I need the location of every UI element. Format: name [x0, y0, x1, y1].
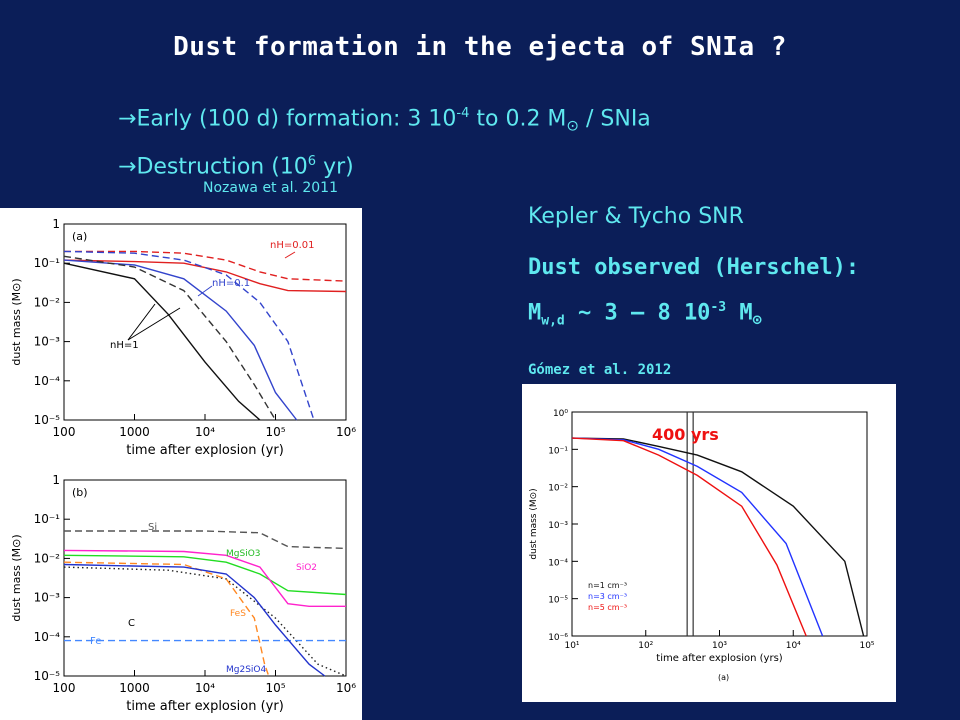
annotation-400-yrs: 400 yrs	[652, 425, 719, 444]
x-tick-label: 10⁴	[195, 425, 215, 439]
bullet-list: →Early (100 d) formation: 3 10-4 to 0.2 …	[118, 96, 651, 185]
panel-label: (b)	[72, 486, 88, 499]
annotation-arrow	[197, 285, 213, 297]
y-axis-label: dust mass (M⊙)	[529, 488, 539, 559]
annotation-sio2: SiO2	[296, 563, 317, 573]
x-axis-label: time after explosion (yr)	[126, 443, 284, 458]
series-line-0	[571, 437, 865, 637]
y-tick-label: 10⁻⁵	[548, 596, 568, 606]
y-tick-label: 10⁻⁴	[34, 374, 61, 388]
annotation-arrow	[127, 303, 156, 341]
y-tick-label: 1	[52, 217, 60, 231]
chart-dust-mass-gomez: 10¹ 10² 10³ 10⁴ 10⁵ 10⁰ 10⁻¹ 10⁻² 10⁻³ 10⁻⁴ 10⁻⁵ 10…	[529, 409, 875, 682]
annotation-c: C	[128, 618, 135, 629]
x-tick-label: 10³	[712, 641, 727, 651]
legend-entry: n=1 cm⁻³	[588, 581, 627, 590]
x-axis-label: time after explosion (yr)	[126, 699, 284, 714]
y-tick-label: 10⁻¹	[34, 512, 61, 526]
sun-symbol: ⊙	[752, 310, 762, 329]
annotation-fes: FeS	[230, 609, 246, 619]
y-tick-label: 1	[52, 473, 60, 487]
x-tick-label: 1000	[119, 425, 150, 439]
y-tick-label: 10⁻⁵	[34, 413, 61, 427]
x-tick-label: 10²	[638, 641, 653, 651]
annotation-nh-001: nH=0.01	[270, 240, 315, 251]
x-tick-label: 10⁵	[265, 425, 285, 439]
annotation-fe: Fe	[90, 636, 101, 647]
series-line-1	[571, 437, 824, 637]
series-line-2	[571, 437, 807, 637]
annotation-arrow	[284, 251, 296, 259]
y-tick-label: 10⁻³	[34, 591, 61, 605]
citation-gomez: Gómez et al. 2012	[528, 362, 672, 378]
series-line-4	[63, 561, 270, 677]
citation-nozawa: Nozawa et al. 2011	[203, 180, 338, 196]
x-tick-label: 10¹	[564, 641, 579, 651]
panel-label: (a)	[72, 230, 87, 243]
series-line-3	[63, 250, 315, 421]
annotation-nh-01: nH=0.1	[212, 278, 250, 289]
plot-frame	[63, 479, 347, 677]
x-tick-label: 10⁵	[265, 681, 285, 695]
dust-observed-text: Dust observed (Herschel): Mw,d ~ 3 – 8 1…	[528, 255, 860, 329]
x-tick-label: 10⁶	[336, 425, 356, 439]
series-line-0	[63, 259, 347, 293]
x-tick-label: 10⁴	[786, 641, 801, 651]
x-tick-label: 100	[53, 681, 76, 695]
x-tick-label: 100	[53, 425, 76, 439]
arrow-icon: →	[118, 106, 137, 132]
series-line-1	[64, 250, 347, 282]
y-tick-label: 10⁻¹	[34, 256, 61, 270]
y-tick-label: 10⁻³	[548, 521, 568, 531]
y-tick-label: 10⁻⁶	[548, 633, 568, 643]
series-line-3	[63, 566, 347, 677]
gomez-figure-panel: 10¹ 10² 10³ 10⁴ 10⁵ 10⁰ 10⁻¹ 10⁻² 10⁻³ 10⁻⁴ 10⁻⁵ 10…	[522, 384, 896, 702]
chart-dust-mass-b: 100 1000 10⁴ 10⁵ 10⁶ 1 10⁻¹ 10⁻² 10⁻³ 10⁻⁴ 10⁻⁵ tim…	[10, 473, 356, 714]
annotation-mgsio3: MgSiO3	[226, 549, 261, 559]
y-tick-label: 10⁻³	[34, 335, 61, 349]
bullet-destruction: →Destruction (106 yr)	[118, 153, 354, 180]
x-axis-label: time after explosion (yrs)	[656, 653, 783, 664]
sun-symbol: ⊙	[566, 116, 579, 135]
y-tick-label: 10⁻⁵	[34, 669, 61, 683]
x-tick-label: 1000	[119, 681, 150, 695]
series-line-6	[63, 563, 326, 677]
series-line-0	[64, 530, 347, 550]
nozawa-figure-panel: 100 1000 10⁴ 10⁵ 10⁶ 1 10⁻¹ 10⁻² 10⁻³ 10⁻⁴ 10⁻⁵ tim…	[0, 208, 362, 720]
series-line-4	[63, 262, 261, 421]
y-tick-label: 10⁻²	[34, 295, 61, 309]
series-line-1	[63, 554, 347, 596]
annotation-mg2sio4: Mg2SiO4	[226, 665, 267, 675]
chart-dust-mass-a: 100 1000 10⁴ 10⁵ 10⁶ 1 10⁻¹ 10⁻² 10⁻³ 10⁻⁴ 10⁻⁵ tim…	[10, 217, 356, 458]
y-tick-label: 10⁻²	[34, 551, 61, 565]
legend-entry: n=3 cm⁻³	[588, 592, 627, 601]
annotation-nh-1: nH=1	[110, 340, 139, 351]
y-tick-label: 10⁻⁴	[34, 630, 61, 644]
y-tick-label: 10⁻²	[548, 484, 568, 494]
series-line-2	[63, 549, 346, 607]
x-tick-label: 10⁵	[859, 641, 874, 651]
arrow-icon: →	[118, 154, 137, 180]
x-tick-label: 10⁶	[336, 681, 356, 695]
series-line-2	[63, 259, 298, 421]
bullet-early-formation: →Early (100 d) formation: 3 10-4 to 0.2 …	[118, 106, 651, 135]
annotation-si: Si	[148, 522, 157, 533]
x-tick-label: 10⁴	[195, 681, 215, 695]
panel-label: (a)	[718, 673, 729, 682]
y-tick-label: 10⁻⁴	[548, 558, 568, 568]
y-axis-label: dust mass (M⊙)	[10, 278, 23, 365]
series-line-5	[63, 255, 277, 421]
slide-title: Dust formation in the ejecta of SNIa ?	[173, 32, 787, 62]
y-tick-label: 10⁰	[553, 409, 568, 419]
y-tick-label: 10⁻¹	[548, 446, 568, 456]
y-axis-label: dust mass (M⊙)	[10, 534, 23, 621]
kepler-tycho-heading: Kepler & Tycho SNR	[528, 204, 744, 229]
annotation-arrow	[127, 307, 181, 341]
legend-entry: n=5 cm⁻³	[588, 603, 627, 612]
